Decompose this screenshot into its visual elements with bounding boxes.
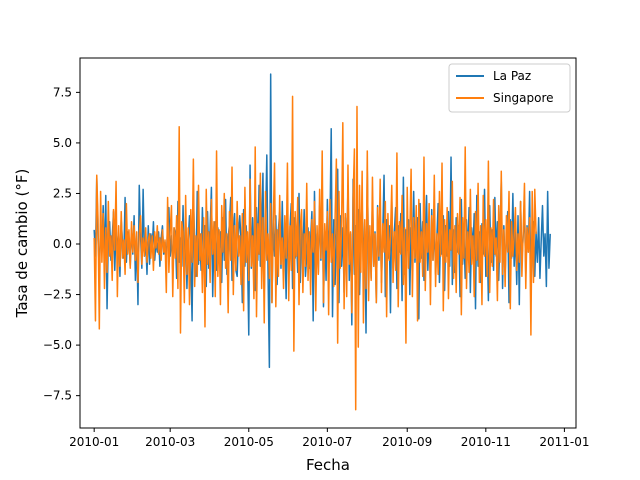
y-tick-label: −7.5 [43,389,72,403]
series-line-singapore [93,95,537,411]
y-tick-label: 0.0 [53,237,72,251]
x-tick-label: 2011-01 [539,435,589,449]
y-tick-label: 2.5 [53,186,72,200]
y-axis-label: Tasa de cambio (°F) [13,169,31,319]
y-tick-label: 7.5 [53,85,72,99]
legend-label-la-paz: La Paz [493,69,531,83]
x-tick-label: 2010-01 [69,435,119,449]
y-tick-label: 5.0 [53,136,72,150]
y-tick-label: −2.5 [43,288,72,302]
legend: La Paz Singapore [448,63,571,113]
series-layer [93,73,551,411]
x-tick-label: 2010-07 [302,435,352,449]
plot-area-frame [79,57,577,429]
x-axis-ticks: 2010-01 2010-03 2010-05 2010-07 2010-09 2010-… [69,428,589,449]
x-tick-label: 2010-03 [145,435,195,449]
y-tick-label: −5.0 [43,338,72,352]
y-axis-ticks: −7.5 −5.0 −2.5 0.0 2.5 5.0 7.5 [43,85,80,403]
x-tick-label: 2010-05 [224,435,274,449]
x-tick-label: 2010-11 [461,435,511,449]
x-axis-label: Fecha [306,456,350,474]
legend-label-singapore: Singapore [493,91,554,105]
x-tick-label: 2010-09 [382,435,432,449]
